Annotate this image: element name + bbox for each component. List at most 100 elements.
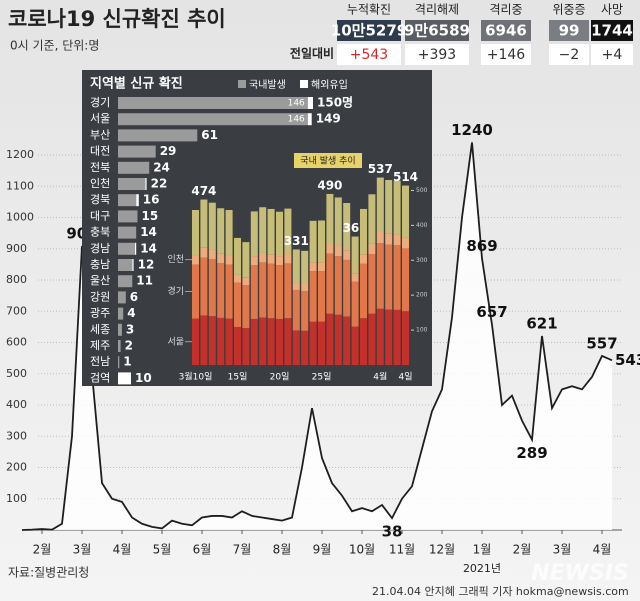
total-label: 10 bbox=[135, 371, 152, 385]
stat-header: 누적확진 bbox=[347, 3, 391, 17]
change-box bbox=[481, 44, 531, 65]
stat-header: 사망 bbox=[601, 3, 623, 17]
stat-value: 1744 bbox=[591, 22, 633, 40]
total-label: 537 bbox=[368, 162, 393, 176]
stat-change: +543 bbox=[350, 47, 388, 63]
bar-segment bbox=[351, 236, 359, 274]
title: 코로나19 신규확진 추이 bbox=[8, 7, 226, 31]
region-label: 경기 bbox=[90, 96, 110, 109]
y-tick-label: 200 bbox=[6, 461, 27, 474]
bar-segment bbox=[118, 113, 308, 126]
bar-segment bbox=[326, 253, 334, 314]
bar-segment bbox=[118, 259, 133, 271]
total-label: 474 bbox=[191, 184, 216, 198]
bar-segment bbox=[118, 372, 131, 385]
bar-segment bbox=[118, 210, 138, 223]
y-tick-label: 300 bbox=[6, 429, 27, 442]
inner-label: 146 bbox=[288, 99, 305, 109]
bar-segment bbox=[259, 207, 267, 253]
region-label: 인천 bbox=[90, 176, 110, 190]
bar-segment bbox=[385, 233, 393, 245]
source: 자료:질병관리청 bbox=[8, 566, 89, 580]
bar-segment bbox=[334, 256, 342, 315]
bar-segment bbox=[360, 318, 367, 365]
bar-segment bbox=[234, 282, 241, 327]
bar-segment bbox=[360, 263, 367, 319]
bar-segment bbox=[309, 271, 317, 322]
legend-label: 국내발생 bbox=[249, 79, 286, 91]
bar-segment bbox=[200, 199, 208, 248]
x-tick-label: 6월 bbox=[193, 543, 212, 557]
y-tick-label: 900 bbox=[6, 242, 27, 255]
bar-segment bbox=[385, 179, 393, 234]
trend-title-box bbox=[294, 153, 362, 168]
bar-segment bbox=[200, 247, 208, 258]
x-tick-label: 3월 bbox=[73, 543, 92, 557]
y-tick-label: 1200 bbox=[6, 148, 34, 161]
y-tick-label: 100 bbox=[6, 492, 27, 505]
bar-segment bbox=[301, 250, 309, 285]
bar-segment bbox=[250, 318, 258, 365]
stat-header: 위중증 bbox=[552, 3, 585, 17]
y-tick-label: 100 bbox=[416, 327, 428, 334]
bar-segment bbox=[334, 197, 342, 246]
bar-segment bbox=[376, 308, 384, 365]
bar-segment bbox=[402, 248, 409, 312]
bar-segment bbox=[225, 210, 233, 256]
change-label: 전일대비 bbox=[290, 46, 334, 61]
x-tick-label: 1월 bbox=[473, 543, 492, 557]
stat-box bbox=[481, 20, 531, 41]
data-label: 543 bbox=[615, 351, 640, 369]
bar-segment bbox=[259, 262, 267, 318]
stat-change: +393 bbox=[418, 47, 456, 63]
bar-segment bbox=[334, 245, 342, 257]
bar-segment bbox=[343, 203, 351, 251]
x-tick-label: 25일 bbox=[312, 372, 332, 383]
x-tick-label: 3월10일 bbox=[179, 371, 213, 383]
region-label: 광주 bbox=[90, 307, 110, 320]
bar-segment bbox=[276, 265, 283, 319]
bar-segment bbox=[276, 256, 283, 266]
series-label: 인천 bbox=[167, 254, 184, 265]
series-label: 경기 bbox=[167, 285, 184, 297]
bar-segment bbox=[318, 321, 325, 365]
bar-segment bbox=[118, 178, 146, 190]
bar-segment bbox=[118, 323, 122, 336]
bar-segment bbox=[402, 237, 409, 249]
region-label: 전북 bbox=[90, 161, 110, 174]
stat-box bbox=[549, 20, 589, 41]
total-label: 29 bbox=[160, 144, 177, 158]
bar-segment bbox=[208, 316, 216, 365]
region-label: 충남 bbox=[90, 258, 110, 271]
bar-segment bbox=[284, 253, 292, 264]
total-label: 331 bbox=[284, 234, 309, 248]
x-tick-label: 11월 bbox=[389, 543, 415, 557]
bar-segment bbox=[118, 97, 308, 109]
bar-segment bbox=[200, 315, 208, 365]
bar-segment bbox=[118, 356, 120, 369]
region-label: 대전 bbox=[90, 145, 110, 158]
bar-segment bbox=[318, 271, 325, 322]
y-tick-label: 800 bbox=[6, 273, 27, 286]
bar-segment bbox=[385, 309, 393, 365]
data-label: 289 bbox=[516, 444, 547, 462]
data-label: 38 bbox=[382, 523, 403, 541]
bar-segment bbox=[267, 208, 275, 255]
bar-segment bbox=[234, 326, 241, 365]
bar-segment bbox=[376, 177, 384, 232]
y-tick-label: 1000 bbox=[6, 211, 34, 224]
bar-segment bbox=[118, 226, 137, 239]
bar-segment bbox=[217, 317, 225, 365]
change-box bbox=[549, 44, 589, 65]
x-tick-label: 9월 bbox=[313, 543, 332, 557]
total-label: 2 bbox=[125, 339, 133, 353]
total-label: 15 bbox=[142, 209, 159, 223]
total-label: 11 bbox=[136, 274, 153, 288]
legend-label: 해외유입 bbox=[311, 78, 348, 91]
y-tick-label: 300 bbox=[416, 257, 428, 264]
bar-segment bbox=[132, 259, 134, 271]
x-tick-label: 4일 bbox=[398, 372, 412, 383]
bar-segment bbox=[118, 275, 133, 288]
bar-segment bbox=[118, 194, 137, 207]
bar-segment bbox=[118, 340, 121, 352]
